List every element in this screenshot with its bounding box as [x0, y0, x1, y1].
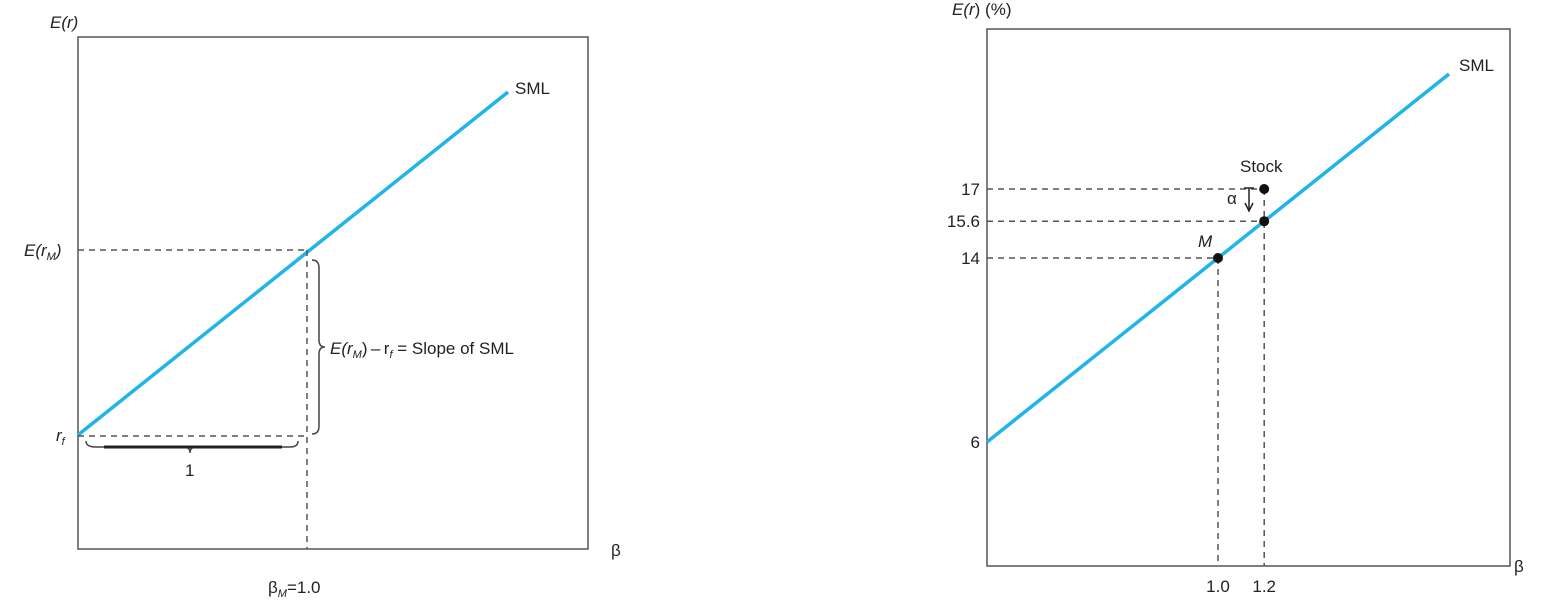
right-y-axis-title: E(r) (%)	[952, 0, 1012, 19]
left-sml-line	[76, 90, 510, 437]
right-plot-frame	[986, 28, 1511, 567]
right-dashed-guides	[987, 188, 1265, 566]
left-run-label: 1	[185, 461, 194, 480]
left-y-tick-rf: rf	[56, 426, 66, 448]
right-sml-label: SML	[1459, 56, 1494, 75]
left-x-tick-beta-m: βM=1.0	[268, 578, 321, 600]
right-data-point	[1259, 216, 1270, 227]
left-chart: E(r) SML E(rM) rf 1 E(rM) – rf = Slope o…	[24, 13, 621, 600]
right-data-point	[1259, 184, 1270, 194]
right-y-tick-label: 14	[961, 249, 980, 268]
left-y-tick-erm: E(rM)	[24, 241, 62, 263]
right-y-tick-label: 6	[971, 433, 980, 452]
left-x-axis-title: β	[611, 541, 621, 560]
left-sml-label: SML	[515, 79, 550, 98]
right-y-tick-label: 17	[961, 180, 980, 199]
right-x-tick-labels: 1.0 1.2	[1206, 577, 1276, 596]
left-plot-frame	[77, 36, 589, 550]
left-rise-brace	[311, 259, 326, 435]
right-data-points	[1213, 184, 1270, 263]
right-y-tick-label: 15.6	[947, 212, 980, 231]
right-data-point	[1213, 253, 1223, 263]
alpha-label: α	[1227, 189, 1237, 208]
right-x-tick-label: 1.2	[1252, 577, 1276, 596]
left-run-brace	[85, 440, 299, 454]
alpha-arrow	[1244, 187, 1254, 213]
left-slope-label: E(rM) – rf = Slope of SML	[330, 339, 514, 361]
stock-point-label: Stock	[1240, 157, 1283, 176]
market-point-label: M	[1198, 232, 1213, 251]
right-x-axis-title: β	[1514, 557, 1524, 576]
right-y-tick-labels: 6 14 15.6 17	[947, 180, 980, 452]
right-x-tick-label: 1.0	[1206, 577, 1230, 596]
left-y-axis-title: E(r)	[50, 13, 78, 32]
